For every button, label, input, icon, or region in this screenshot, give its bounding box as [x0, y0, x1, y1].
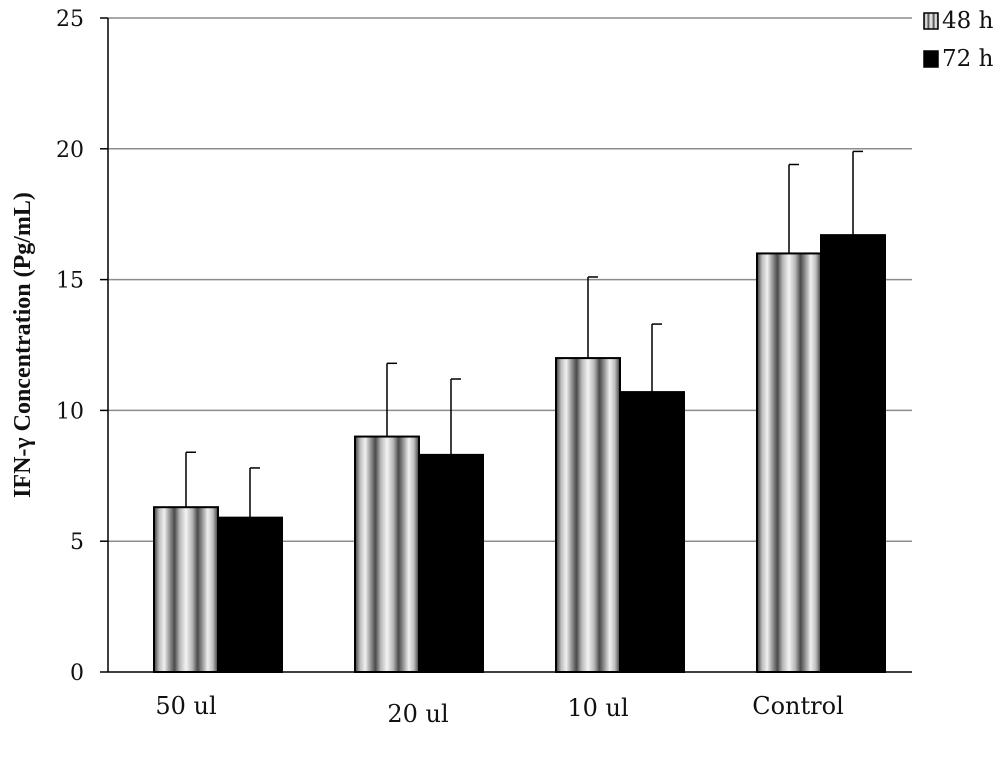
legend-label: 48 h — [942, 8, 994, 34]
bars — [153, 234, 886, 674]
bar-48h-10ul — [555, 357, 621, 673]
axes — [107, 18, 912, 673]
y-tick-label: 10 — [56, 399, 84, 424]
legend: 48 h 72 h — [923, 8, 994, 72]
bar-48h-control — [756, 252, 822, 673]
y-axis-label: IFN-γ Concentration (Pg/mL) — [10, 192, 36, 498]
y-tick-label: 20 — [56, 138, 84, 163]
y-tick-label: 15 — [56, 269, 84, 294]
category-label: 20 ul — [387, 700, 448, 728]
bar-48h-50ul — [153, 506, 219, 673]
legend-swatch — [923, 12, 939, 30]
bar-72h-20ul — [418, 453, 484, 674]
bar-72h-control — [820, 234, 886, 674]
y-tick-label: 0 — [70, 661, 84, 686]
category-label: 10 ul — [567, 694, 628, 722]
bar-72h-50ul — [217, 516, 283, 673]
y-tick-labels: 0 5 10 15 20 25 — [56, 7, 84, 686]
error-bars — [185, 150, 863, 518]
legend-swatch — [923, 50, 939, 68]
category-label: 50 ul — [155, 692, 216, 720]
y-tick-label: 5 — [70, 530, 84, 555]
x-category-labels: 50 ul 20 ul 10 ul Control — [155, 692, 843, 728]
bar-72h-10ul — [619, 391, 685, 673]
bar-48h-20ul — [354, 435, 420, 673]
legend-label: 72 h — [942, 46, 994, 72]
category-label: Control — [752, 692, 844, 720]
y-tick-label: 25 — [56, 7, 84, 32]
